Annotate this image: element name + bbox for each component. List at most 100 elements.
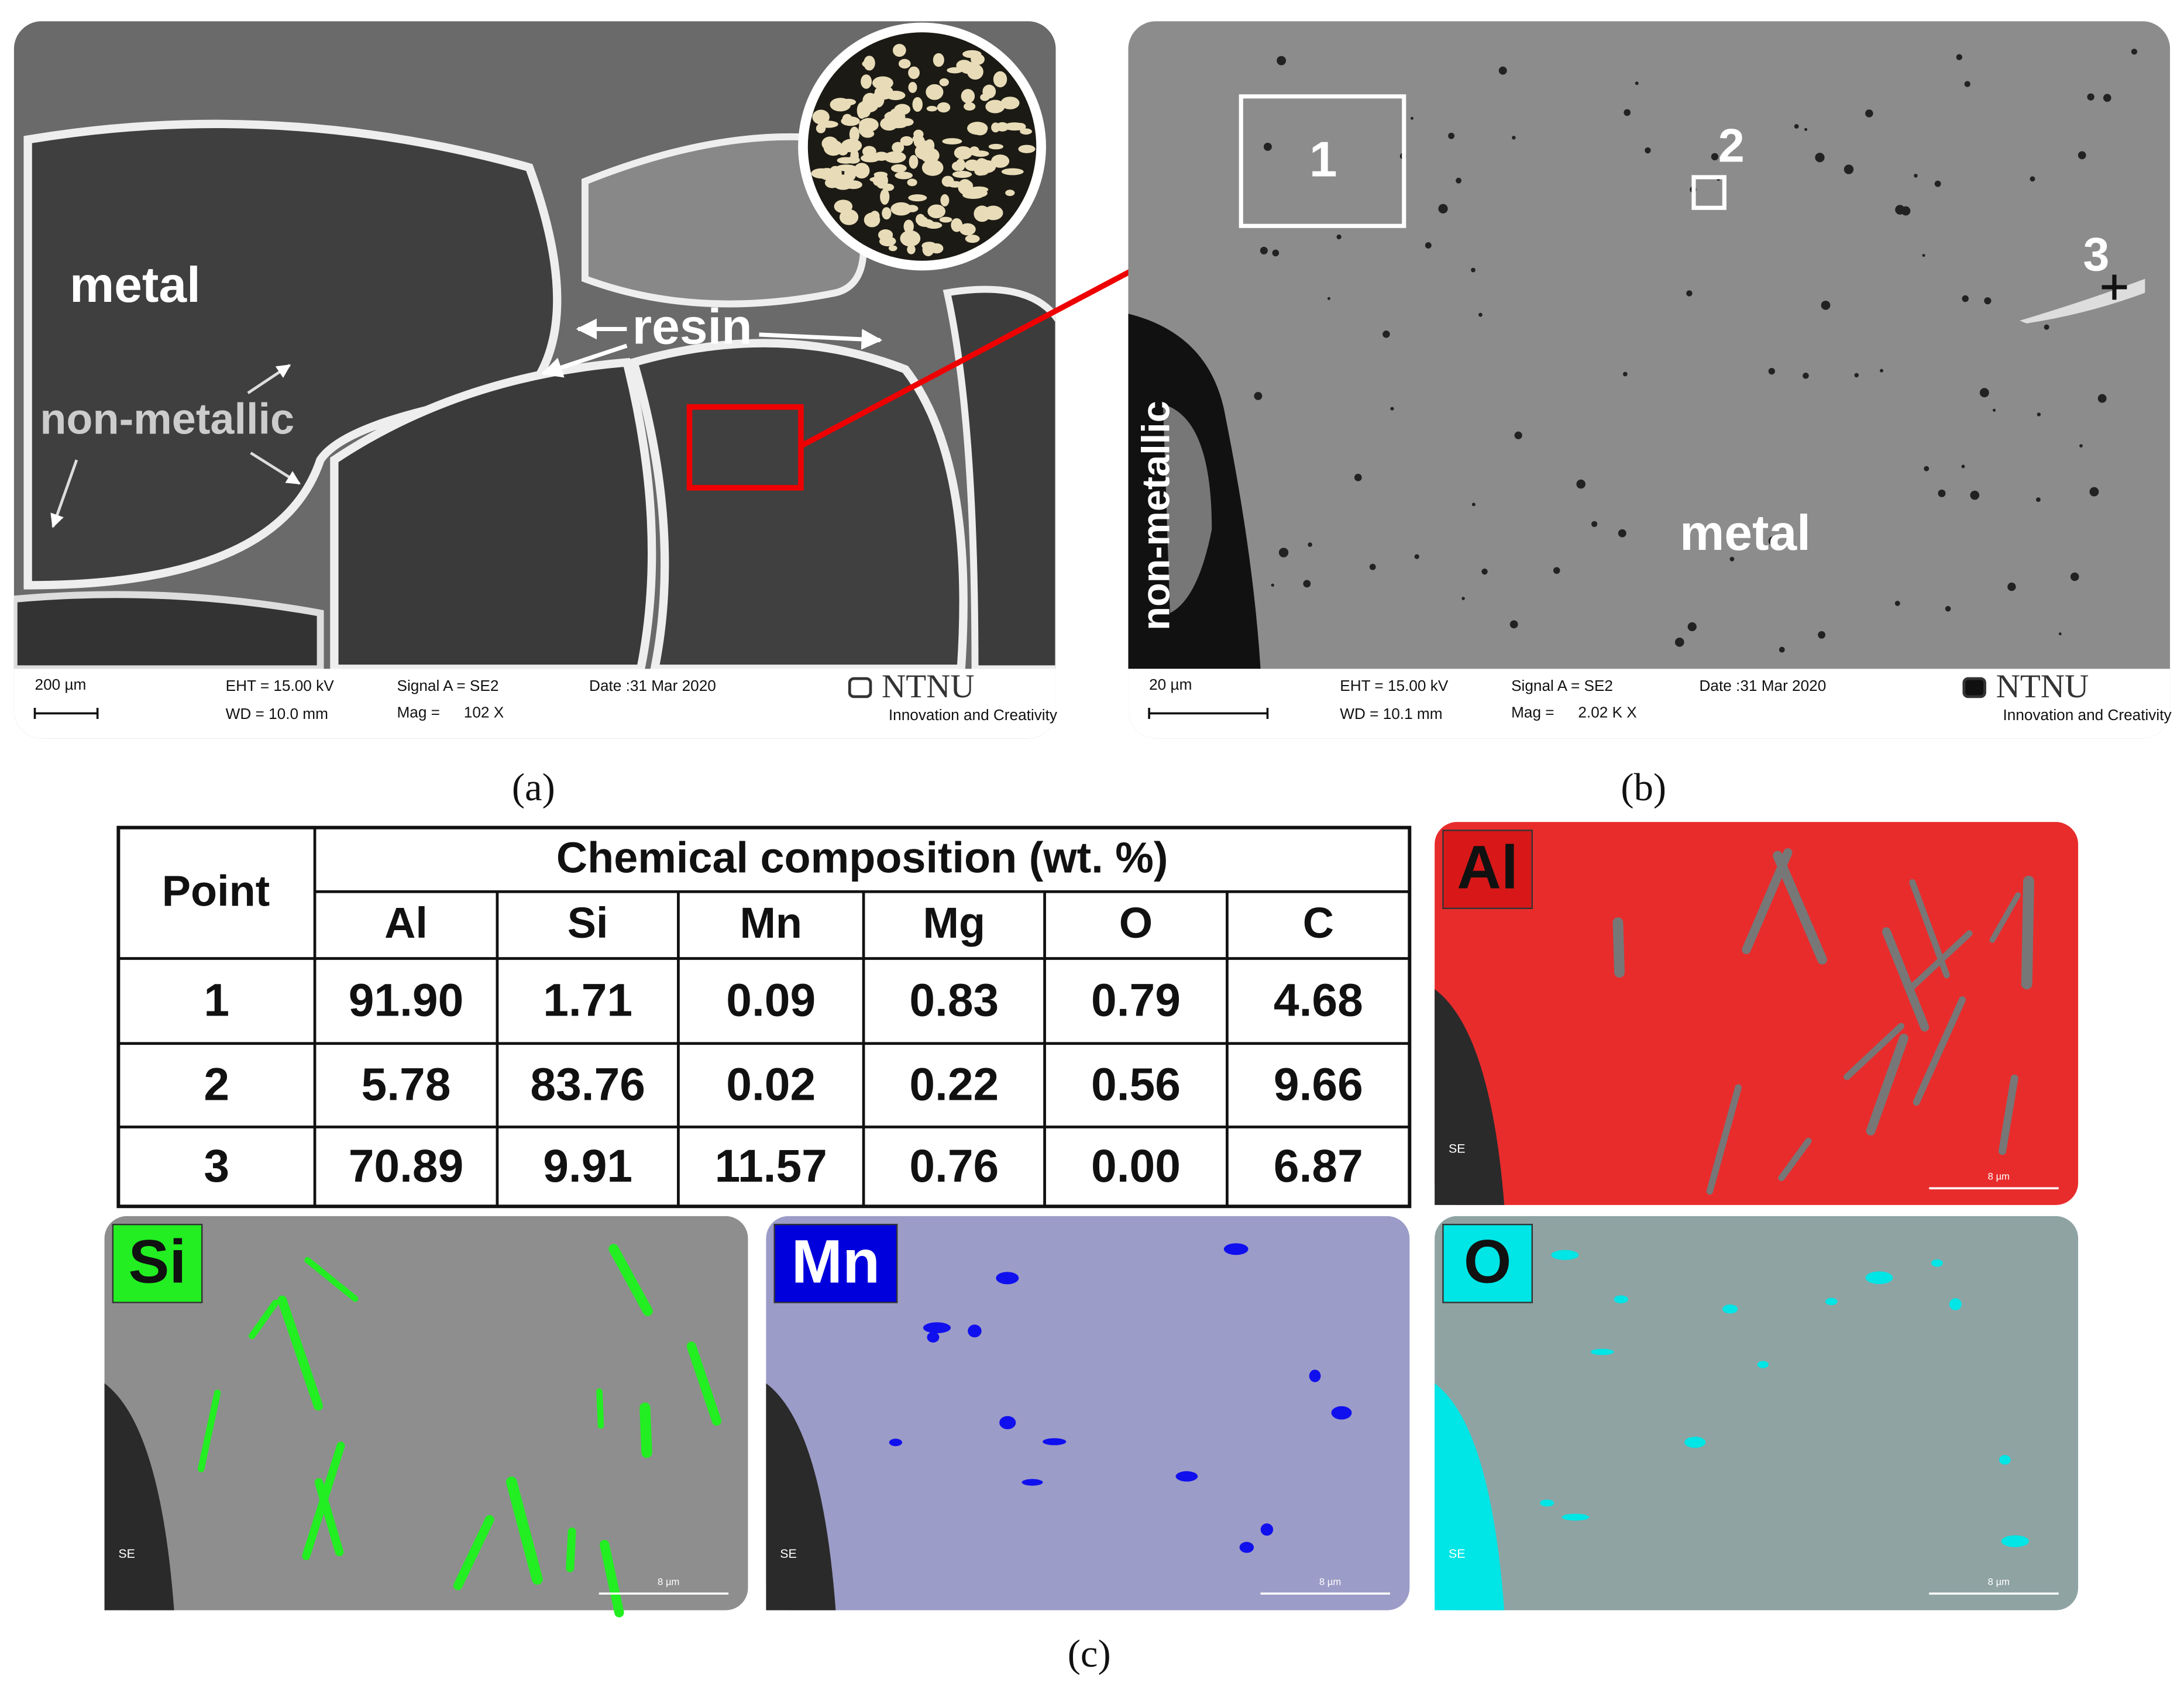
- table-cell: 6.87: [1274, 1140, 1363, 1192]
- table-cell: 3: [204, 1140, 229, 1192]
- grain: [880, 188, 890, 205]
- pit: [1461, 597, 1465, 600]
- grain: [862, 60, 873, 68]
- scale-label: 8 µm: [1988, 1171, 2010, 1182]
- grain: [861, 129, 875, 138]
- grain: [964, 159, 981, 171]
- table-cell: 70.89: [349, 1140, 464, 1192]
- info-text: Mag =: [1511, 703, 1554, 721]
- phase: [314, 1478, 344, 1557]
- grain: [882, 207, 892, 220]
- map-image: [1435, 822, 2079, 1205]
- phase: [1742, 848, 1793, 955]
- info-text: Mag =: [397, 703, 440, 721]
- grain: [816, 123, 826, 133]
- pit: [2070, 572, 2079, 581]
- grain: [909, 154, 919, 169]
- phase: [2001, 1535, 2030, 1547]
- pit: [1390, 407, 1394, 411]
- info-text: EHT = 15.00 kV: [1340, 677, 1449, 694]
- annotation: 1: [1309, 132, 1337, 188]
- inclusion-region: [1435, 989, 1505, 1205]
- grain: [854, 163, 870, 179]
- info-text: WD = 10.1 mm: [1340, 705, 1442, 722]
- pit: [1979, 388, 1989, 398]
- pit: [1729, 556, 1735, 562]
- pit: [1553, 567, 1560, 574]
- phase: [277, 1295, 323, 1411]
- pit: [1894, 600, 1900, 606]
- pit: [1303, 580, 1311, 588]
- pit: [1456, 177, 1461, 184]
- grain: [952, 171, 972, 178]
- eds-map: Al SE 8 µm: [1435, 822, 2079, 1205]
- table-cell: 0.00: [1091, 1140, 1181, 1192]
- pit: [1804, 128, 1808, 131]
- table-cell: 9.91: [543, 1140, 632, 1192]
- pit: [1945, 605, 1951, 612]
- pit: [1277, 56, 1287, 66]
- pit: [1260, 246, 1268, 254]
- phase: [2021, 876, 2034, 990]
- point-box: [1239, 94, 1406, 228]
- grain: [892, 142, 904, 153]
- phase: [197, 1389, 221, 1472]
- grain: [958, 179, 972, 195]
- pit: [1271, 583, 1274, 587]
- table-cell: 0.83: [909, 975, 999, 1026]
- zoom-box: [686, 404, 804, 491]
- pit: [1984, 297, 1992, 305]
- table-cell: 2: [204, 1059, 229, 1110]
- pit: [1818, 631, 1825, 639]
- detector-label: SE: [1449, 1141, 1466, 1155]
- grain: [859, 118, 879, 132]
- point-marker: [2102, 274, 2127, 300]
- grain: [954, 146, 972, 160]
- pit: [1815, 153, 1825, 163]
- table-cell: 4.68: [1274, 975, 1363, 1026]
- grain: [878, 229, 893, 241]
- grain: [890, 202, 912, 216]
- info-text: 200 µm: [35, 676, 87, 693]
- phase: [1778, 1137, 1812, 1182]
- info-text: Date :31 Mar 2020: [589, 677, 716, 694]
- grain: [812, 109, 830, 125]
- pit: [1448, 132, 1455, 139]
- grain: [891, 164, 907, 173]
- grain: [985, 99, 1005, 113]
- grain: [907, 178, 917, 187]
- phase: [1866, 1034, 1908, 1136]
- map-image: [1435, 1216, 2079, 1610]
- pit: [1934, 180, 1941, 187]
- table-cell: 83.76: [530, 1059, 645, 1110]
- grain: [921, 159, 944, 176]
- grain: [971, 53, 985, 66]
- pit: [1514, 431, 1522, 439]
- pit: [1645, 147, 1651, 154]
- pit: [1961, 464, 1965, 469]
- grain: [1005, 190, 1015, 197]
- pit: [1993, 408, 1996, 412]
- grain: [857, 102, 867, 119]
- grain: [903, 219, 914, 233]
- info-text: NTNU: [1996, 668, 2089, 705]
- pit: [1635, 81, 1639, 85]
- grain: [959, 223, 976, 236]
- grain: [841, 139, 862, 153]
- grain: [939, 78, 949, 87]
- pit: [1686, 290, 1693, 297]
- logo-icon: [848, 677, 872, 698]
- grain: [926, 84, 944, 100]
- pit: [2007, 582, 2016, 591]
- resin-arrow: [759, 329, 883, 350]
- table-cell: 0.09: [726, 975, 816, 1026]
- phase: [453, 1515, 494, 1591]
- phase: [1022, 1479, 1043, 1486]
- pit: [1414, 554, 1419, 559]
- phase: [1223, 1243, 1249, 1255]
- column-header: O: [1119, 899, 1153, 947]
- grain: [900, 136, 913, 146]
- column-header: C: [1303, 899, 1334, 947]
- grain: [961, 89, 975, 104]
